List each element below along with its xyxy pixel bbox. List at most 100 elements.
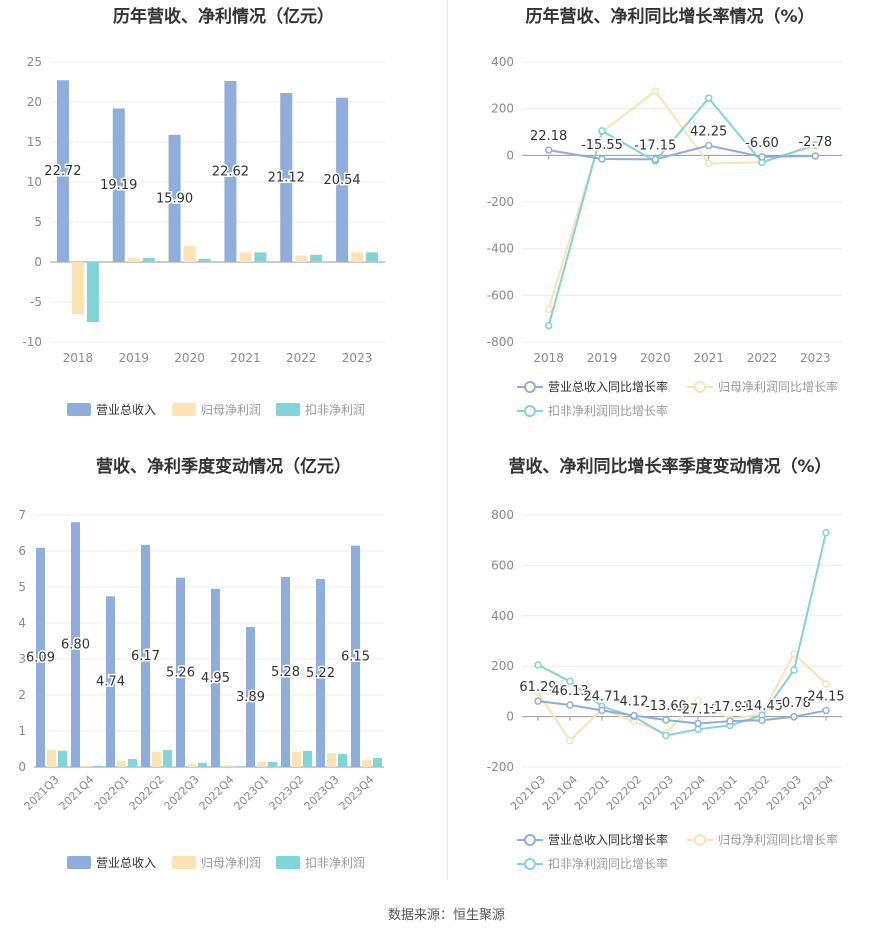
data-label: -6.60	[745, 136, 779, 151]
legend-label: 扣非净利润同比增长率	[548, 856, 668, 871]
x-tick-label: 2023Q2	[267, 773, 307, 813]
x-tick-label: 2020	[640, 351, 671, 365]
chart-title: 历年营收、净利情况（亿元）	[113, 6, 334, 27]
legend-swatch	[67, 856, 91, 869]
legend-marker	[524, 834, 536, 846]
legend-label: 营业总收入同比增长率	[548, 379, 668, 394]
bar-net-profit	[257, 761, 266, 767]
bar-deducted-profit	[93, 765, 102, 767]
point-revenue	[758, 153, 766, 161]
x-tick-label: 2021Q3	[22, 773, 62, 813]
x-tick-label: 2021Q4	[57, 773, 97, 813]
x-tick-label: 2019	[118, 351, 149, 365]
x-tick-label: 2023Q4	[796, 773, 836, 813]
bar-revenue	[176, 577, 185, 767]
y-tick-label: 0	[34, 255, 42, 269]
data-label: 6.15	[341, 649, 370, 664]
y-tick-label: -400	[487, 242, 514, 256]
chart-title: 营收、净利季度变动情况（亿元）	[96, 456, 351, 477]
legend-label: 营业总收入	[96, 403, 156, 417]
point-revenue	[651, 155, 660, 164]
y-tick-label: -600	[487, 288, 514, 302]
y-tick-label: -200	[487, 195, 514, 209]
bar-deducted-profit	[303, 750, 312, 767]
legend-label: 归母净利润同比增长率	[718, 832, 838, 847]
point-deducted-profit	[790, 666, 798, 674]
point-deducted-profit	[598, 127, 606, 135]
data-label: 22.18	[530, 129, 567, 144]
y-tick-label: 3	[18, 652, 26, 666]
data-label: 22.72	[44, 164, 81, 179]
y-tick-label: 4	[18, 616, 26, 630]
bar-revenue	[280, 93, 293, 262]
data-label: -17.15	[634, 138, 676, 153]
x-tick-label: 2018	[533, 351, 564, 365]
point-net-profit	[822, 680, 830, 688]
bar-net-profit	[292, 751, 301, 767]
y-tick-label: -5	[30, 295, 42, 309]
y-tick-label: 2	[18, 688, 26, 702]
y-tick-label: 800	[491, 508, 514, 522]
bar-deducted-profit	[310, 254, 323, 262]
point-revenue	[662, 716, 670, 724]
point-deducted-profit	[662, 731, 670, 740]
panel-annual-amounts: 历年营收、净利情况（亿元） -10 -5 0 5 10 15 20 25 2018 2019 2020…	[0, 0, 447, 430]
bar-deducted-profit	[163, 750, 172, 767]
y-tick-label: 10	[27, 175, 42, 189]
data-source-footer: 数据来源：恒生聚源	[387, 908, 505, 923]
legend-swatch	[276, 856, 300, 869]
point-revenue	[534, 697, 542, 705]
legend-marker	[524, 858, 536, 870]
point-deducted-profit	[534, 661, 542, 669]
legend-marker	[694, 381, 706, 393]
line-revenue	[537, 700, 827, 725]
bar-revenue	[211, 588, 220, 767]
chart-annual-amounts: 历年营收、净利情况（亿元） -10 -5 0 5 10 15 20 25 2018 2019 2020…	[22, 6, 385, 417]
bar-net-profit	[239, 252, 252, 262]
point-deducted-profit	[544, 321, 553, 330]
point-net-profit	[651, 87, 660, 95]
point-revenue	[790, 713, 798, 721]
data-label: 61.29	[519, 680, 556, 695]
y-tick-label: 1	[18, 724, 26, 738]
bar-deducted-profit	[268, 761, 277, 767]
x-tick-label: 2018	[63, 351, 94, 365]
bar-net-profit	[82, 765, 91, 767]
point-revenue	[694, 719, 702, 728]
legend-marker	[524, 381, 536, 393]
point-revenue	[544, 146, 553, 154]
data-label: 4.12	[620, 695, 649, 710]
bar-revenue	[106, 596, 115, 767]
y-tick-label: 5	[34, 215, 42, 229]
bar-revenue	[112, 108, 125, 262]
x-tick-label: 2022Q4	[197, 773, 237, 813]
data-label: 46.13	[551, 684, 588, 699]
vertical-divider	[447, 0, 448, 880]
bar-net-profit	[127, 258, 140, 262]
y-tick-label: 6	[18, 544, 26, 558]
x-tick-label: 2023	[342, 351, 373, 365]
point-net-profit	[704, 159, 713, 168]
y-tick-label: 15	[27, 135, 42, 149]
panel-annual-growth: 历年营收、净利同比增长率情况（%） -800 -600 -400 -200 0 200 400…	[447, 0, 893, 430]
bar-net-profit	[295, 255, 308, 262]
bar-net-profit	[71, 262, 84, 314]
point-revenue	[758, 716, 766, 724]
data-label: 42.25	[690, 124, 727, 139]
data-label: 24.71	[583, 689, 620, 704]
bar-deducted-profit	[366, 252, 379, 262]
y-tick-label: 7	[18, 508, 26, 522]
point-net-profit	[544, 305, 553, 314]
point-revenue	[566, 701, 574, 709]
y-tick-label: 600	[491, 558, 514, 572]
legend-swatch	[172, 856, 196, 869]
x-tick-label: 2023Q3	[302, 773, 342, 813]
bar-deducted-profit	[58, 750, 67, 767]
y-tick-label: -200	[487, 760, 514, 774]
point-net-profit	[566, 736, 574, 745]
line-net-profit	[547, 89, 816, 310]
data-label: 3.89	[236, 690, 265, 705]
data-label: -13.60	[645, 699, 687, 714]
data-label: -15.55	[581, 138, 623, 153]
y-tick-label: 0	[506, 148, 514, 162]
